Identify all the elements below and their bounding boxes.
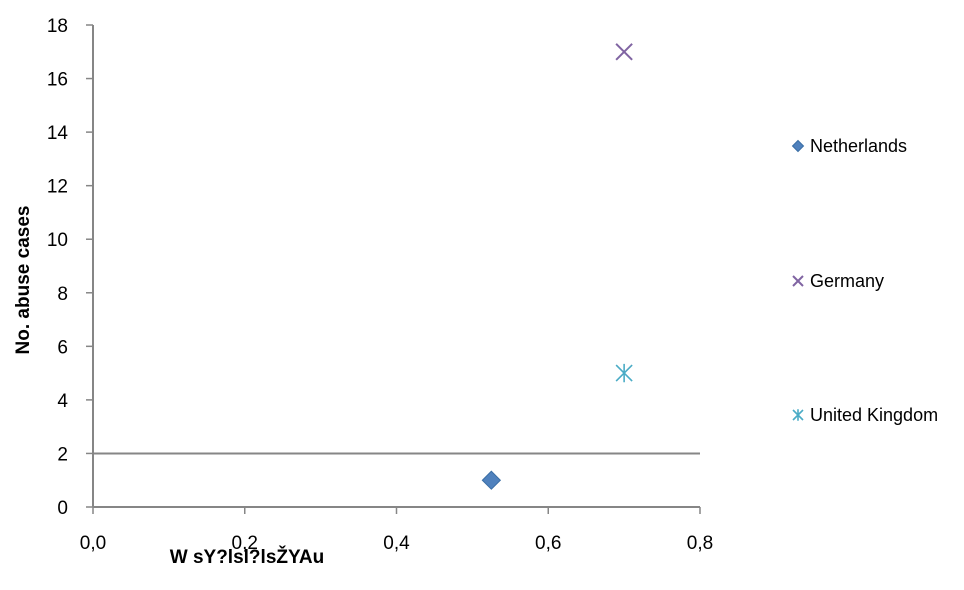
data-point-united-kingdom bbox=[615, 363, 633, 383]
legend-label-germany: Germany bbox=[810, 271, 884, 291]
legend-label-united-kingdom: United Kingdom bbox=[810, 405, 938, 425]
x-tick-label: 0,8 bbox=[687, 533, 713, 554]
x-tick-label: 0,0 bbox=[80, 533, 106, 554]
y-axis-title: No. abuse cases bbox=[13, 206, 34, 355]
y-tick-label: 4 bbox=[57, 391, 68, 412]
x-axis-ticks: 0,0 0,2 0,4 0,6 0,8 bbox=[80, 507, 713, 554]
y-tick-label: 14 bbox=[47, 123, 69, 144]
y-tick-label: 8 bbox=[57, 284, 68, 305]
legend-marker-netherlands bbox=[791, 139, 805, 153]
y-tick-label: 12 bbox=[47, 177, 68, 198]
y-tick-label: 16 bbox=[47, 70, 68, 91]
y-tick-label: 18 bbox=[47, 16, 68, 37]
legend: Netherlands Germany United Kingdom bbox=[791, 136, 938, 425]
data-points bbox=[481, 43, 633, 490]
x-tick-label: 0,2 bbox=[232, 533, 258, 554]
legend-marker-united-kingdom bbox=[792, 409, 804, 421]
legend-marker-germany bbox=[792, 275, 804, 287]
y-axis-ticks: 0 2 4 6 8 10 12 14 16 18 bbox=[47, 16, 93, 519]
plot-area bbox=[92, 25, 700, 508]
y-tick-label: 2 bbox=[57, 444, 68, 465]
y-tick-label: 10 bbox=[47, 230, 68, 251]
legend-label-netherlands: Netherlands bbox=[810, 136, 907, 156]
y-tick-label: 6 bbox=[57, 337, 68, 358]
data-point-netherlands bbox=[481, 470, 502, 490]
x-axis-title: W sY?lsl?lsŽYAu bbox=[170, 546, 325, 568]
data-point-germany bbox=[615, 43, 633, 61]
x-tick-label: 0,6 bbox=[535, 533, 561, 554]
x-tick-label: 0,4 bbox=[383, 533, 410, 554]
y-tick-label: 0 bbox=[57, 498, 68, 519]
